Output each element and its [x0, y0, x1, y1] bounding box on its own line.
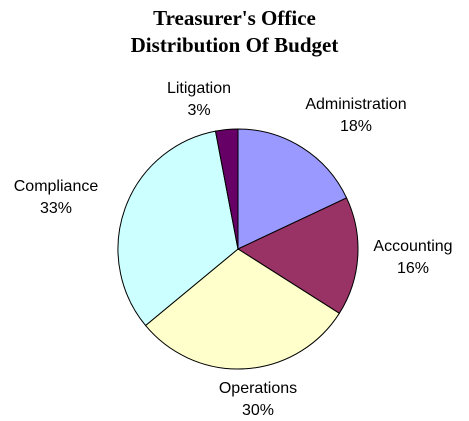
pie-slice-compliance: [117, 130, 239, 327]
slice-label-administration: Administration: [305, 96, 406, 113]
slice-label-litigation: Litigation: [167, 80, 231, 97]
pie-slice-operations: [144, 248, 341, 370]
pie-slice-accounting: [236, 197, 359, 314]
pie-slice-litigation: [214, 128, 239, 250]
chart-subtitle: Distribution Of Budget: [130, 33, 339, 57]
slice-value-operations: 30%: [242, 402, 274, 419]
slice-value-litigation: 3%: [187, 102, 210, 119]
slice-label-compliance: Compliance: [14, 178, 99, 195]
chart-title: Treasurer's Office: [153, 6, 316, 30]
slice-label-operations: Operations: [219, 380, 297, 397]
slice-value-compliance: 33%: [40, 200, 72, 217]
slice-value-accounting: 16%: [397, 260, 429, 277]
pie-slice-administration: [237, 128, 348, 250]
slice-value-administration: 18%: [340, 118, 372, 135]
pie-labels: Administration 18% Accounting 16% Operations…: [14, 80, 453, 419]
pie-slices: [117, 128, 359, 370]
slice-label-accounting: Accounting: [373, 238, 452, 255]
